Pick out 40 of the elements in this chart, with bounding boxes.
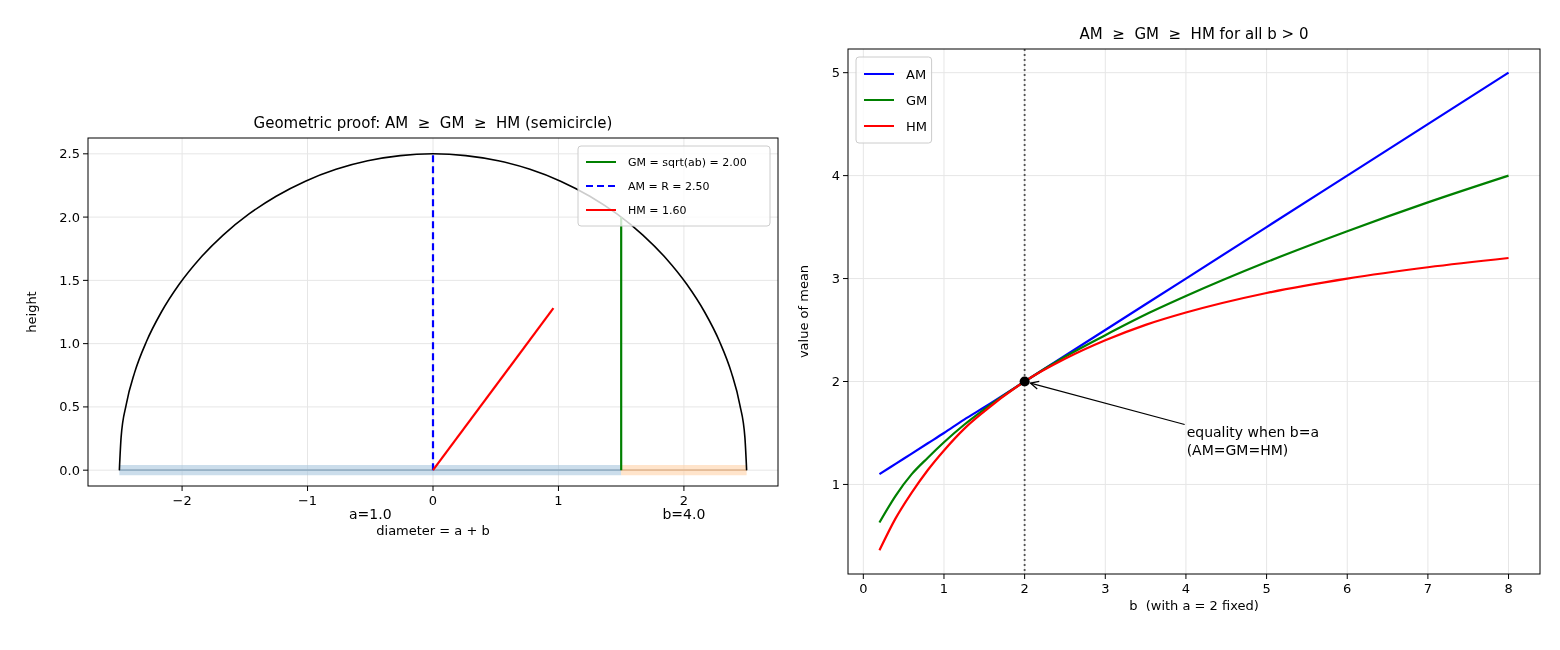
x-tick-label: 2 xyxy=(1020,581,1029,596)
y-tick-label: 2 xyxy=(831,374,840,390)
x-tick-label: 3 xyxy=(1101,581,1110,596)
x-tick-label: 4 xyxy=(1181,581,1191,596)
y-tick-label: 3 xyxy=(831,271,840,287)
text: b=4.0 xyxy=(662,506,706,522)
x-tick-label: 1 xyxy=(554,493,563,508)
annotation: equality when b=a (AM=GM=HM) xyxy=(1186,423,1320,458)
legend-label: GM = sqrt(ab) = 2.00 xyxy=(628,155,747,169)
legend-label: AM = R = 2.50 xyxy=(628,179,710,193)
y-tick-label: 1 xyxy=(831,476,840,492)
y-tick-label: 2.0 xyxy=(59,209,80,225)
x-axis-title: diameter = a + b xyxy=(376,523,490,538)
x-axis-title: b (with a = 2 fixed) xyxy=(1129,598,1259,613)
y-tick-label: 0.5 xyxy=(59,399,80,415)
y-tick-label: 1.0 xyxy=(59,336,80,352)
x-tick-label: 2 xyxy=(679,493,689,508)
x-tick-label: 5 xyxy=(1262,581,1271,596)
legend-label: HM = 1.60 xyxy=(628,203,687,217)
chart-title: AM ≥ GM ≥ HM for all b > 0 xyxy=(1079,25,1309,43)
legend-label: AM xyxy=(906,66,927,82)
legend-label: HM xyxy=(906,118,927,134)
x-tick-label: −2 xyxy=(172,493,192,508)
chart-title: Geometric proof: AM ≥ GM ≥ HM (semicircle) xyxy=(253,114,613,132)
x-tick-label: 6 xyxy=(1343,581,1352,596)
x-tick-label: 7 xyxy=(1423,581,1433,596)
legend-label: GM xyxy=(906,92,928,108)
y-tick-label: 2.5 xyxy=(59,146,80,162)
x-tick-label: 1 xyxy=(939,581,949,596)
y-tick-label: 5 xyxy=(831,65,840,81)
y-tick-label: 4 xyxy=(831,168,840,184)
x-tick-label: −1 xyxy=(297,493,318,508)
x-tick-label: 0 xyxy=(428,493,438,508)
text: a=1.0 xyxy=(348,506,392,522)
y-axis-title: height xyxy=(24,291,39,333)
y-axis-title: value of mean xyxy=(796,264,811,359)
y-tick-label: 1.5 xyxy=(59,272,80,288)
y-tick-label: 0.0 xyxy=(59,462,80,478)
x-tick-label: 0 xyxy=(859,581,868,596)
x-tick-label: 8 xyxy=(1504,581,1513,596)
